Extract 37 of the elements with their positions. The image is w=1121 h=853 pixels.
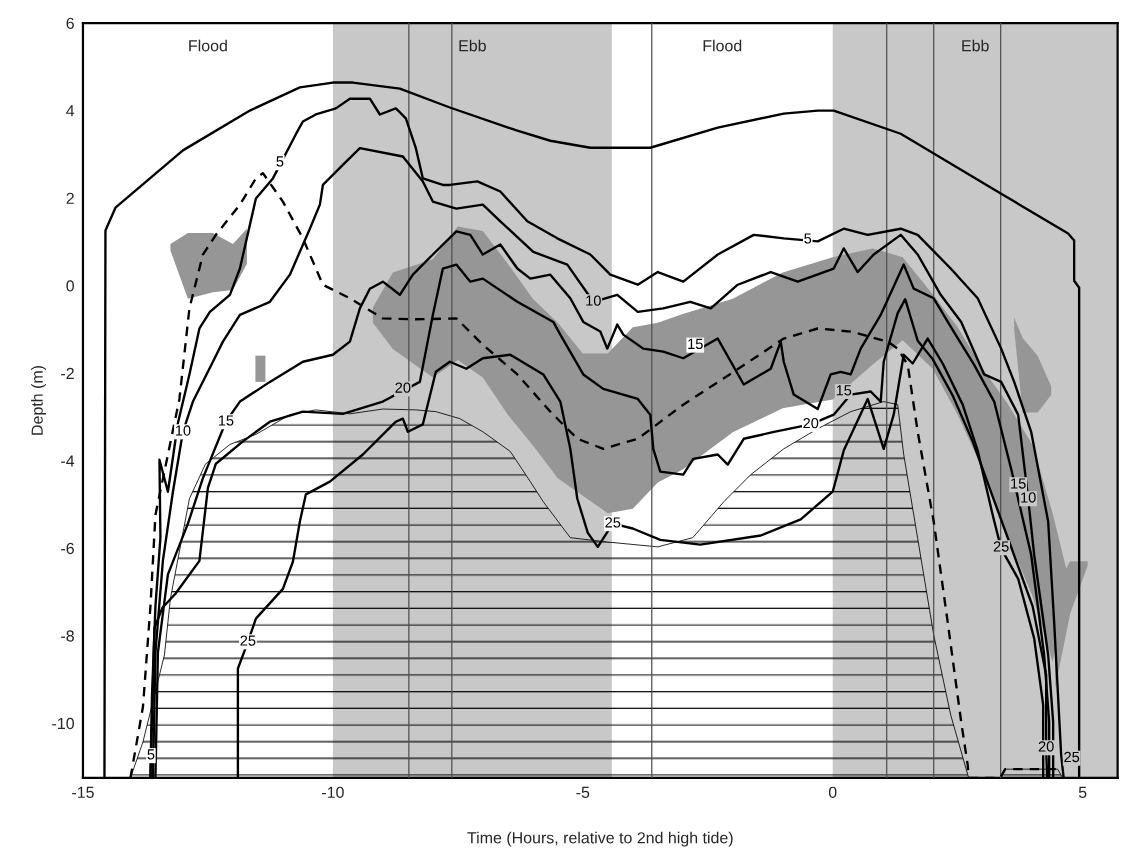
annotation: 25 <box>1064 751 1080 763</box>
annotation: 10 <box>586 295 601 306</box>
band-label: Ebb <box>459 39 486 52</box>
y-tick-label: -10 <box>52 717 74 730</box>
annotation: 20 <box>1038 741 1054 752</box>
y-tick-label: -8 <box>61 630 74 642</box>
band-label: Ebb <box>962 39 989 52</box>
x-tick-label: 0 <box>828 786 837 798</box>
y-axis-title: Depth (m) <box>31 365 46 435</box>
y-tick-label: 4 <box>66 105 75 117</box>
x-tick-label: -15 <box>72 786 94 798</box>
annotation: 25 <box>240 635 256 646</box>
y-tick-label: -2 <box>61 367 74 379</box>
annotation: 5 <box>147 749 155 760</box>
annotation: Flood <box>703 39 742 52</box>
annotation: 25 <box>605 517 621 528</box>
annotation: 15 <box>218 415 234 426</box>
y-tick-label: 2 <box>66 192 74 204</box>
annotation: 20 <box>395 382 411 393</box>
annotation: 15 <box>688 338 703 350</box>
y-tick-label: 0 <box>66 280 74 292</box>
y-tick-label: 6 <box>66 17 74 29</box>
annotation: 10 <box>175 425 191 436</box>
annotation: 25 <box>993 541 1009 552</box>
annotation: 10 <box>1021 492 1036 503</box>
annotation: 5 <box>276 156 284 167</box>
x-tick-label: -5 <box>576 786 590 798</box>
x-axis-title: Time (Hours, relative to 2nd high tide) <box>467 831 733 847</box>
annotation: 15 <box>836 385 852 396</box>
annotation: 5 <box>804 233 812 244</box>
y-tick-label: -6 <box>61 542 74 555</box>
x-tick-label: -10 <box>322 786 344 798</box>
annotation: Flood <box>189 39 227 52</box>
y-tick-label: -4 <box>61 455 75 467</box>
annotation: 20 <box>803 417 819 429</box>
x-tick-label: 5 <box>1078 786 1087 798</box>
annotation: 15 <box>1011 478 1026 489</box>
